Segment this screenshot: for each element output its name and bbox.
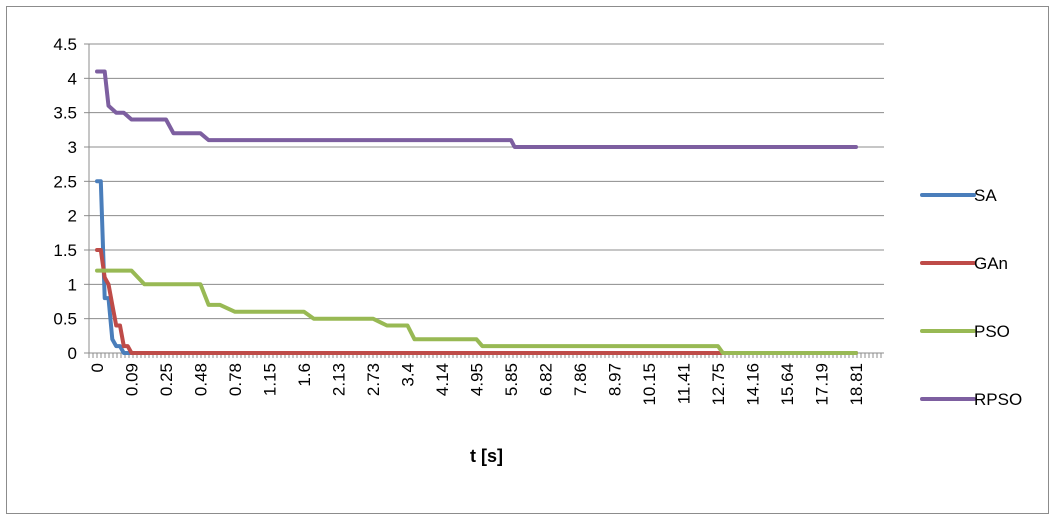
y-tick-label: 4.5 — [53, 35, 77, 54]
axes — [84, 43, 884, 358]
x-tick-label: 18.81 — [847, 363, 866, 406]
x-tick-label: 1.6 — [295, 363, 314, 387]
legend-label-pso: PSO — [974, 322, 1010, 341]
x-tick-label: 7.86 — [571, 363, 590, 396]
x-tick-label: 15.64 — [778, 363, 797, 406]
gridlines — [89, 43, 884, 354]
series-line-gan — [95, 248, 858, 355]
x-tick-label: 17.19 — [813, 363, 832, 406]
y-tick-label: 0 — [68, 344, 77, 363]
x-tick-label: 0.48 — [192, 363, 211, 396]
y-tick-labels: 0 0.5 1 1.5 2 2.5 3 3.5 4 4.5 — [53, 35, 77, 363]
legend-label-rpso: RPSO — [974, 390, 1022, 409]
series-lines — [95, 69, 858, 355]
y-tick-label: 4 — [68, 69, 77, 88]
series-line-sa — [95, 179, 858, 355]
x-tick-label: 0.78 — [226, 363, 245, 396]
y-tick-label: 2 — [68, 207, 77, 226]
series-line-rpso — [95, 69, 858, 149]
x-tick-label: 6.82 — [537, 363, 556, 396]
chart-frame: 0 0.5 1 1.5 2 2.5 3 3.5 4 4.5 0 0.09 0.25 0.48 0.78 1.… — [6, 6, 1049, 514]
x-tick-label: 4.14 — [433, 363, 452, 396]
x-tick-label: 5.85 — [502, 363, 521, 396]
x-tick-label: 1.15 — [261, 363, 280, 396]
x-tick-label: 11.41 — [675, 363, 694, 404]
x-tick-label: 4.95 — [468, 363, 487, 396]
x-tick-label: 14.16 — [744, 363, 763, 406]
x-tick-label: 0 — [88, 363, 107, 372]
series-line-pso — [95, 268, 858, 355]
legend-label-gan: GAn — [974, 254, 1008, 273]
x-axis-title: t [s] — [470, 446, 503, 466]
x-tick-label: 0.09 — [123, 363, 142, 396]
y-tick-label: 3.5 — [53, 104, 77, 123]
y-tick-label: 3 — [68, 138, 77, 157]
x-tick-label: 12.75 — [709, 363, 728, 406]
y-tick-label: 1.5 — [53, 241, 77, 260]
x-tick-label: 10.15 — [640, 363, 659, 406]
y-tick-label: 0.5 — [53, 310, 77, 329]
line-chart: 0 0.5 1 1.5 2 2.5 3 3.5 4 4.5 0 0.09 0.25 0.48 0.78 1.… — [53, 35, 1022, 466]
y-tick-label: 1 — [68, 275, 77, 294]
x-tick-label: 0.25 — [157, 363, 176, 396]
x-tick-labels: 0 0.09 0.25 0.48 0.78 1.15 1.6 2.13 2.73 3.4 4.14 4… — [88, 363, 866, 406]
x-tick-label: 2.13 — [330, 363, 349, 396]
x-tick-label: 3.4 — [399, 363, 418, 387]
y-tick-label: 2.5 — [53, 172, 77, 191]
x-tick-label: 2.73 — [364, 363, 383, 396]
legend: SA GAn PSO RPSO — [920, 186, 1022, 409]
legend-label-sa: SA — [974, 186, 997, 205]
x-tick-label: 8.97 — [606, 363, 625, 396]
